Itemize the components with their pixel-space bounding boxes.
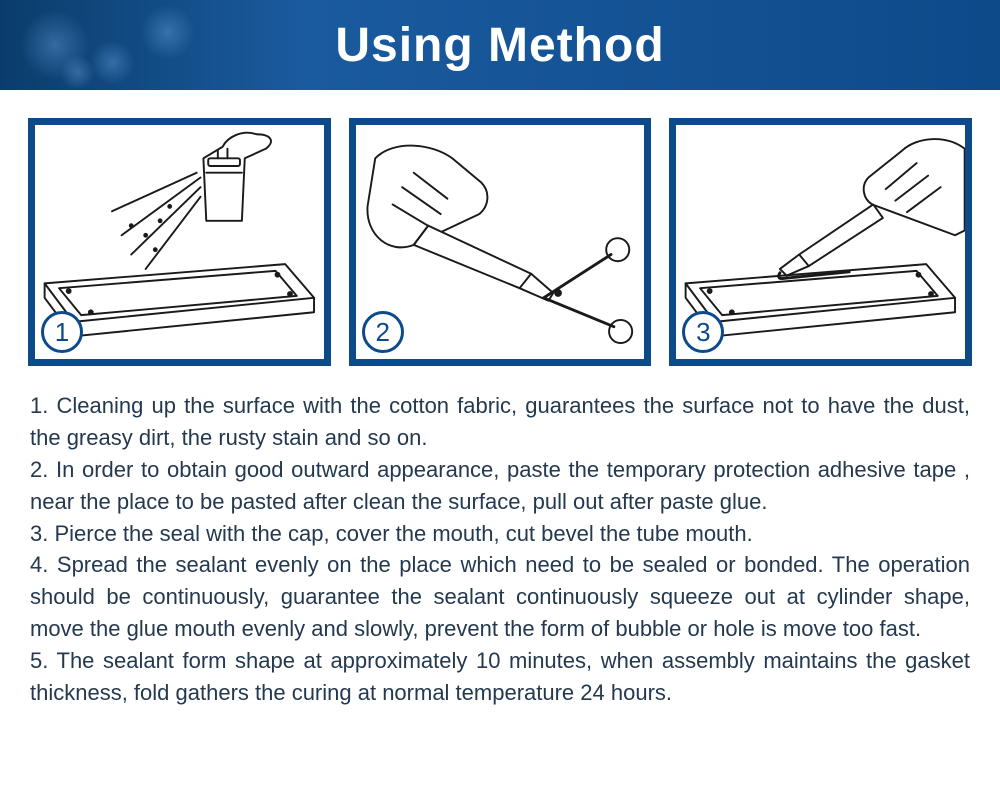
step-number-badge: 1 <box>41 311 83 353</box>
step-panel-3: 3 <box>669 118 972 366</box>
step-number-badge: 2 <box>362 311 404 353</box>
instruction-line: 3. Pierce the seal with the cap, cover t… <box>30 518 970 550</box>
page-title: Using Method <box>335 18 664 73</box>
header-banner: Using Method <box>0 0 1000 90</box>
step-panel-2: 2 <box>349 118 652 366</box>
step-panel-1: 1 <box>28 118 331 366</box>
instruction-line: 4. Spread the sealant evenly on the plac… <box>30 549 970 645</box>
instruction-line: 1. Cleaning up the surface with the cott… <box>30 390 970 454</box>
instruction-line: 2. In order to obtain good outward appea… <box>30 454 970 518</box>
instruction-line: 5. The sealant form shape at approximate… <box>30 645 970 709</box>
instructions-block: 1. Cleaning up the surface with the cott… <box>0 366 1000 709</box>
step-panels-row: 1 2 <box>0 90 1000 366</box>
